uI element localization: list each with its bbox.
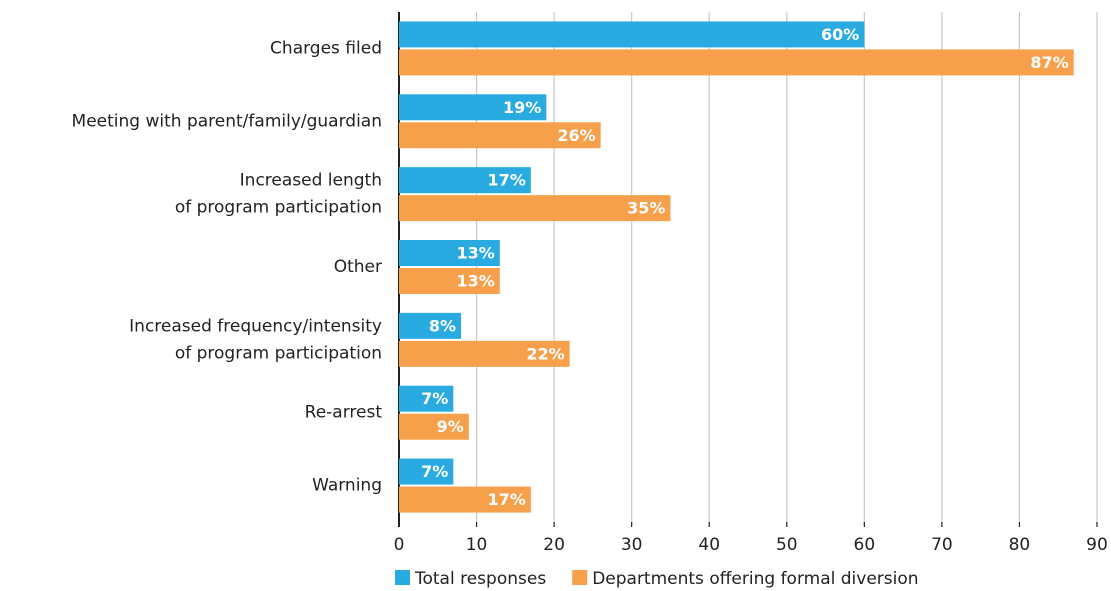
bar xyxy=(399,486,531,513)
category-label-line: Increased length xyxy=(240,171,382,191)
x-tick-label: 40 xyxy=(698,535,720,555)
bar xyxy=(399,268,500,294)
value-label: 7% xyxy=(421,462,448,481)
category-label: Other xyxy=(334,257,382,277)
category-label: Meeting with parent/family/guardian xyxy=(72,111,382,131)
category-label: Re-arrest xyxy=(305,403,383,423)
bar xyxy=(399,195,671,222)
category-label-line: of program participation xyxy=(175,198,382,218)
bar xyxy=(399,94,547,121)
legend-label: Departments offering formal diversion xyxy=(592,569,918,589)
bar xyxy=(399,49,1074,76)
x-tick-label: 20 xyxy=(543,535,565,555)
value-label: 22% xyxy=(526,344,564,363)
legend-swatch xyxy=(572,570,588,585)
x-tick-label: 80 xyxy=(1009,535,1031,555)
category-label: Warning xyxy=(312,476,382,496)
value-label: 13% xyxy=(457,272,495,291)
legend-swatch xyxy=(395,570,410,585)
category-label: Increased length of program participation xyxy=(175,171,382,218)
bar xyxy=(399,122,601,149)
x-tick-label: 90 xyxy=(1086,535,1108,555)
value-label: 8% xyxy=(429,316,456,335)
category-label: Increased frequency/intensity of program … xyxy=(129,316,382,363)
value-label: 60% xyxy=(821,25,859,44)
x-tick-label: 30 xyxy=(621,535,643,555)
x-tick-label: 50 xyxy=(776,535,798,555)
category-label-line: of program participation xyxy=(175,343,382,363)
bar xyxy=(399,458,454,485)
value-label: 13% xyxy=(457,244,495,263)
legend-label: Total responses xyxy=(414,569,546,589)
x-tick-label: 70 xyxy=(931,535,953,555)
value-label: 17% xyxy=(488,171,526,190)
value-label: 26% xyxy=(557,126,595,145)
category-label: Charges filed xyxy=(270,38,382,58)
bar xyxy=(399,312,462,339)
bar xyxy=(399,340,570,367)
value-label: 35% xyxy=(627,199,665,218)
value-label: 7% xyxy=(421,389,448,408)
value-label: 19% xyxy=(503,98,541,117)
value-label: 87% xyxy=(1030,53,1068,72)
bar xyxy=(399,385,454,412)
value-label: 9% xyxy=(437,417,464,436)
bar xyxy=(399,240,500,266)
x-tick-label: 60 xyxy=(854,535,876,555)
bar xyxy=(399,413,469,440)
x-tick-label: 0 xyxy=(394,535,405,555)
bar xyxy=(399,167,531,194)
category-label-line: Increased frequency/intensity xyxy=(129,316,382,336)
bar xyxy=(399,21,865,48)
x-tick-label: 10 xyxy=(466,535,488,555)
value-label: 17% xyxy=(488,490,526,509)
